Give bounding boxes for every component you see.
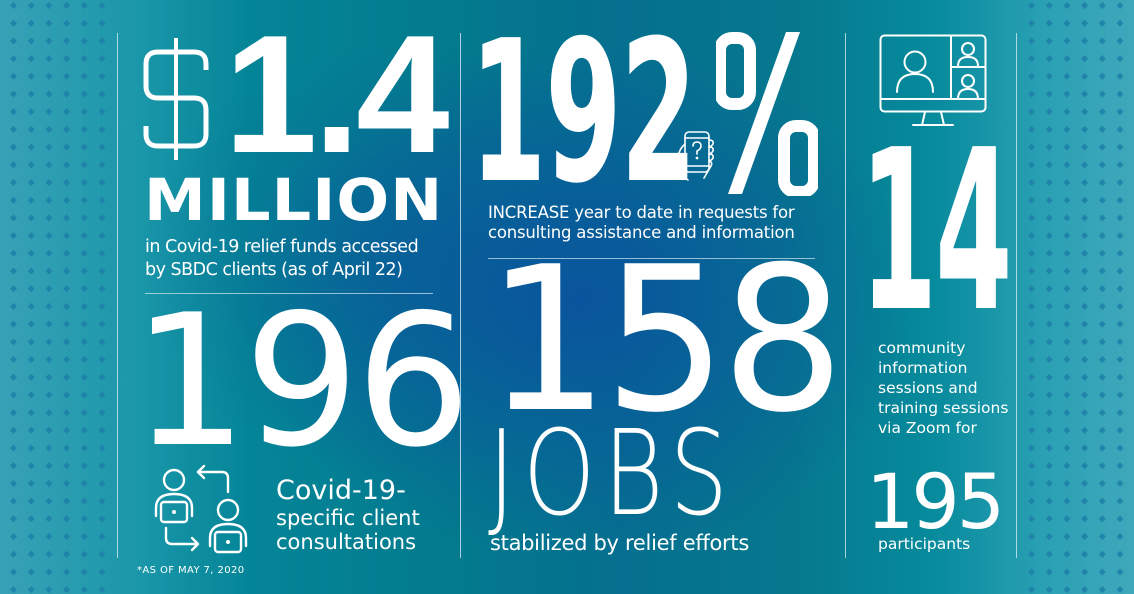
divider-vertical-3	[845, 33, 846, 558]
divider-vertical-4	[1016, 33, 1017, 558]
sessions-description: community information sessions and train…	[878, 339, 1009, 437]
increase-value-group: 192	[470, 15, 873, 211]
funds-amount: 1.4	[224, 0, 450, 188]
footnote: *AS OF MAY 7, 2020	[137, 565, 245, 576]
dollar-sign: $	[140, 36, 212, 167]
increase-value: 192	[470, 0, 697, 227]
phone-question-icon	[674, 130, 716, 189]
participants-label: participants	[878, 535, 971, 553]
dot-pattern-left	[6, 0, 116, 594]
jobs-value: 158	[486, 224, 845, 457]
dot-pattern-right	[1024, 0, 1134, 594]
dollar-sign-icon	[143, 38, 209, 160]
divider-vertical-2	[460, 33, 461, 558]
jobs-unit: JOBS	[488, 404, 736, 542]
consultations-value: 196	[132, 275, 471, 487]
sessions-value: 14	[860, 103, 1012, 361]
sessions-value-group: 14	[860, 121, 1134, 343]
client-consultation-exchange-icon	[148, 458, 258, 559]
divider-horizontal-middle	[488, 258, 815, 259]
participants-value: 195	[866, 457, 1005, 546]
jobs-description: stabilized by relief efforts	[490, 531, 749, 555]
increase-description: INCREASE year to date in requests for co…	[488, 203, 795, 242]
funds-description: in Covid-19 relief funds accessed by SBD…	[145, 237, 419, 280]
video-conference-monitor-icon	[879, 34, 989, 133]
divider-vertical-1	[117, 33, 118, 558]
percent-sign: %	[714, 30, 820, 201]
consultations-label-rest: specific client consultations	[276, 506, 420, 554]
divider-horizontal-left	[145, 293, 433, 294]
percent-sign-icon	[714, 32, 820, 198]
consultations-label-line1: Covid-19-	[276, 475, 406, 506]
funds-unit: MILLION	[144, 166, 444, 234]
consultations-label: Covid-19- specific client consultations	[276, 475, 446, 555]
